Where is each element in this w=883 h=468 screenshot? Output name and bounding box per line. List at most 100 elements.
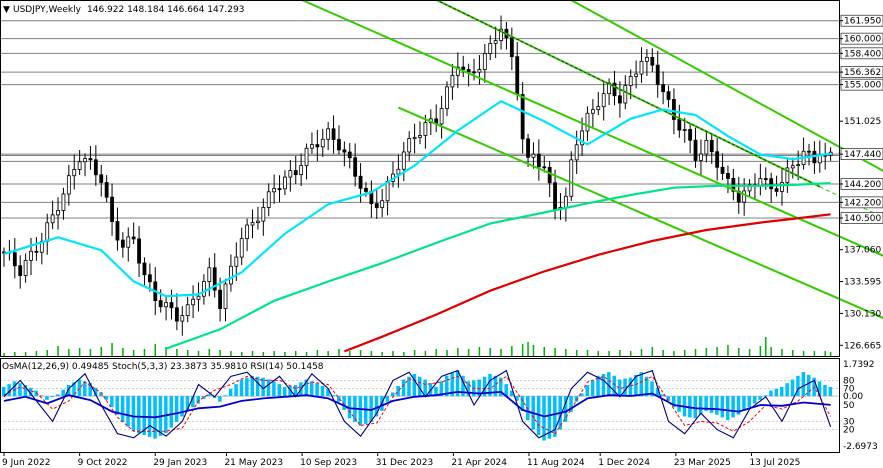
candle-body — [180, 315, 185, 322]
candle-body — [315, 144, 320, 148]
osma-bar — [585, 385, 589, 397]
osma-bar — [207, 394, 211, 397]
osma-bar — [461, 375, 465, 397]
oscillator-panel[interactable] — [0, 369, 840, 441]
osma-bar — [326, 388, 330, 397]
osma-bar — [77, 379, 82, 397]
candle-body — [218, 289, 223, 309]
osma-bar — [547, 396, 552, 439]
candle-body — [796, 164, 801, 167]
osma-bar — [623, 378, 627, 397]
date-axis-label: 13 Jul 2025 — [749, 458, 800, 468]
channel-line — [398, 106, 883, 319]
osma-bar — [2, 386, 6, 397]
dropdown-arrow-icon[interactable]: ▼ — [3, 5, 10, 15]
candle-body — [131, 236, 136, 240]
osma-bar — [617, 379, 622, 397]
candle-body — [590, 109, 595, 114]
osma-bar — [634, 374, 638, 397]
osma-bar — [752, 396, 757, 404]
candle-body — [639, 60, 644, 75]
candle-body — [304, 147, 309, 167]
candle-body — [45, 222, 50, 242]
candle-body — [185, 304, 190, 317]
price-axis-label: 144.200 — [844, 180, 881, 190]
candle-body — [212, 267, 217, 291]
candle-body — [482, 53, 487, 70]
osma-bar — [747, 396, 752, 408]
osma-bar — [342, 396, 346, 411]
candle-body — [407, 138, 412, 153]
candle-body — [617, 95, 622, 104]
osma-bar — [655, 387, 660, 397]
osma-bar — [228, 388, 233, 397]
osma-bar — [277, 384, 282, 397]
osma-bar — [358, 396, 363, 426]
osma-bar — [817, 381, 822, 397]
candle-body — [596, 106, 601, 111]
candle-body — [245, 224, 250, 240]
osma-bar — [790, 379, 795, 397]
osma-bar — [23, 385, 28, 397]
osma-bar — [331, 395, 336, 397]
osma-bar — [731, 396, 735, 418]
osma-bar — [137, 396, 141, 434]
candle-body — [66, 175, 71, 195]
osma-bar — [596, 375, 600, 397]
candle-body — [261, 207, 266, 222]
candle-body — [553, 182, 557, 210]
osma-bar — [439, 381, 444, 397]
osma-bar — [93, 387, 98, 397]
osma-bar — [758, 396, 762, 400]
date-axis-label: 9 Jun 2022 — [2, 458, 50, 468]
osma-bar — [29, 387, 33, 397]
osma-bar — [110, 396, 114, 408]
candle-body — [569, 159, 574, 197]
price-axis-label: 142.200 — [844, 198, 881, 208]
stoch-main-line — [3, 369, 832, 439]
osma-bar — [423, 379, 427, 397]
osma-bar — [553, 396, 557, 437]
candle-body — [83, 158, 87, 163]
candle-body — [515, 56, 520, 95]
candle-body — [520, 94, 525, 140]
moving-average-mid — [165, 182, 831, 350]
candle-body — [337, 139, 341, 151]
osma-bar — [709, 396, 714, 413]
osma-bar — [779, 386, 784, 397]
oscillator-axis-label: 1.7392 — [843, 360, 875, 370]
candle-body — [645, 56, 649, 62]
osma-bar — [693, 396, 698, 419]
price-axis-label: 151.025 — [844, 117, 881, 127]
osma-bar — [509, 390, 514, 397]
osma-bar — [245, 377, 249, 397]
osma-bar — [628, 377, 633, 397]
price-panel[interactable] — [0, 0, 883, 356]
channel-line — [299, 0, 883, 257]
osma-bar — [488, 373, 492, 397]
candle-body — [461, 66, 466, 70]
osma-bar — [234, 384, 238, 397]
osma-bar — [515, 396, 519, 401]
candle-body — [585, 112, 590, 132]
candle-body — [439, 108, 444, 125]
osma-bar — [390, 392, 395, 397]
osma-bar — [418, 376, 422, 397]
osma-bar — [131, 396, 136, 432]
osma-bar — [255, 376, 260, 397]
osma-bar — [104, 396, 109, 400]
candle-body — [320, 138, 325, 148]
candle-body — [715, 151, 720, 168]
candle-body — [688, 129, 693, 141]
osma-bar — [742, 396, 746, 411]
osma-bar — [266, 379, 271, 397]
date-axis-label: 21 Apr 2024 — [451, 458, 507, 468]
oscillator-axis-label: 70 — [843, 385, 855, 395]
candle-body — [704, 140, 709, 155]
osma-bar — [396, 385, 400, 397]
header-labels: ▼ USDJPY,Weekly 146.922 148.184 146.664 … — [2, 5, 324, 372]
osma-bar — [644, 376, 649, 397]
candle-body — [385, 180, 390, 202]
